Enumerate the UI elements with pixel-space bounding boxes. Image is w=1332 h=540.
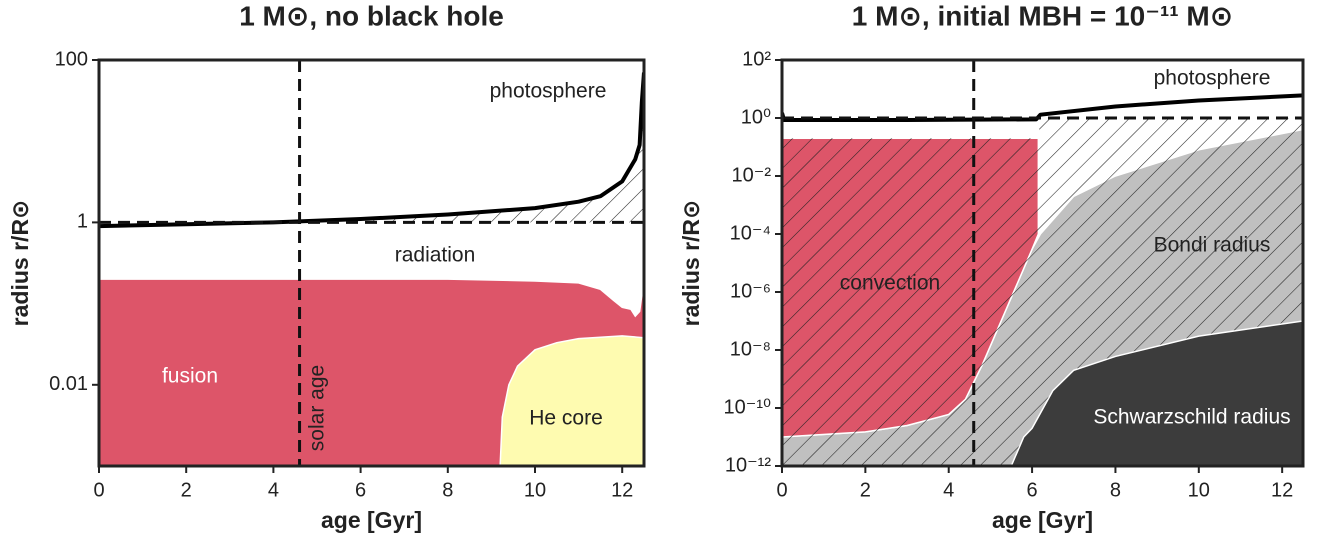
y-tick-label: 0.01 (49, 373, 88, 395)
x-tick-label: 8 (442, 479, 453, 501)
annotation: He core (529, 407, 603, 430)
annotation: radiation (395, 244, 476, 267)
x-tick-label: 12 (611, 479, 633, 501)
x-tick-label: 8 (1110, 479, 1121, 501)
plot-area (99, 60, 644, 466)
line (782, 93, 1303, 123)
annotation: photosphere (1154, 67, 1271, 90)
y-tick-label: 10⁻² (732, 164, 772, 186)
chart-title: 1 M⊙, no black hole (239, 0, 504, 31)
y-tick-label: 10² (742, 48, 771, 70)
x-tick-label: 0 (776, 479, 787, 501)
y-tick-label: 1 (77, 211, 88, 233)
x-tick-label: 2 (181, 479, 192, 501)
y-tick-label: 10⁻⁸ (730, 338, 771, 360)
y-tick-label: 10⁻¹⁰ (724, 396, 771, 418)
x-tick-label: 4 (943, 479, 954, 501)
x-tick-label: 4 (268, 479, 279, 501)
x-tick-label: 0 (93, 479, 104, 501)
y-tick-label: 100 (55, 48, 88, 70)
y-tick-label: 10⁻⁶ (730, 280, 771, 302)
annotation: fusion (162, 365, 218, 388)
annotation: Schwarzschild radius (1093, 406, 1290, 429)
region (499, 335, 644, 466)
x-axis-label: age [Gyr] (321, 507, 422, 533)
x-axis-label: age [Gyr] (992, 507, 1093, 533)
plot-frame (97, 58, 646, 468)
y-axis-label: radius r/R⊙ (7, 200, 33, 327)
y-tick-label: 10⁰ (741, 106, 771, 128)
annotation: solar age (306, 365, 329, 451)
x-tick-label: 6 (355, 479, 366, 501)
annotation: Bondi radius (1154, 234, 1271, 257)
x-tick-label: 2 (860, 479, 871, 501)
x-tick-label: 12 (1271, 479, 1293, 501)
annotation: photosphere (490, 80, 607, 103)
chart-title: 1 M⊙, initial MBH = 10⁻¹¹ M⊙ (852, 0, 1233, 31)
x-tick-label: 6 (1027, 479, 1038, 501)
region (1010, 320, 1303, 466)
annotation: convection (840, 272, 940, 295)
y-tick-label: 10⁻⁴ (730, 222, 771, 244)
y-tick-label: 10⁻¹² (725, 454, 771, 476)
x-tick-label: 10 (524, 479, 546, 501)
hatch-region (273, 72, 644, 223)
plot-area (782, 60, 1303, 466)
y-axis-label: radius r/R⊙ (678, 200, 704, 327)
plot-frame (780, 58, 1305, 468)
x-tick-label: 10 (1188, 479, 1210, 501)
